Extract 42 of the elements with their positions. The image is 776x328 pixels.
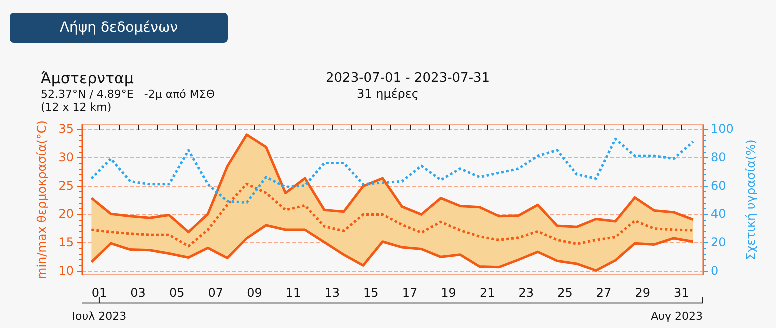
x-tick-label: 25 — [558, 286, 573, 300]
text: 31 ημέρες — [357, 87, 419, 101]
y2-tick-label: 80 — [711, 150, 726, 165]
y2-tick-label: 60 — [711, 178, 726, 193]
y2-tick-label: 100 — [711, 122, 734, 136]
x-tick-label: 11 — [286, 286, 302, 300]
x-tick-label: 29 — [635, 286, 650, 300]
x-tick-label: 19 — [441, 286, 456, 300]
y2-tick-label: 40 — [711, 207, 726, 222]
y-tick-label: 10 — [58, 264, 74, 278]
x-tick-label: 15 — [364, 286, 379, 300]
text: 2023-07-01 - 2023-07-31 — [326, 71, 490, 86]
y2-tick-label: 20 — [711, 235, 726, 250]
y-tick-label: 35 — [58, 122, 74, 136]
x-tick-label: 05 — [169, 286, 185, 300]
x-tick-label: 27 — [596, 286, 612, 300]
text: Ιουλ 2023 — [72, 310, 127, 323]
download-button: Λήψη δεδομένων — [10, 13, 228, 43]
y-axis-title: min/max θερμοκρασία(°C) — [34, 120, 49, 280]
y2-tick-label: 0 — [711, 264, 719, 278]
chart-title: Άμστερνταμ — [41, 70, 134, 88]
x-tick-label: 13 — [324, 286, 340, 300]
x-tick-label: 17 — [402, 286, 418, 300]
line-series — [90, 134, 695, 234]
y-tick-label: 25 — [58, 178, 74, 193]
y-tick-label: 30 — [58, 150, 74, 165]
chart-subtitle: 52.37°N / 4.89°E -2μ από ΜΣΘ — [41, 88, 216, 101]
x-tick-label: 23 — [518, 286, 534, 300]
x-tick-label: 01 — [92, 286, 108, 300]
line-series — [90, 224, 695, 272]
line-series — [90, 138, 695, 204]
x-tick-label: 21 — [480, 286, 496, 300]
x-tick-label: 07 — [208, 286, 224, 300]
y2-axis-title: Σχετική υγρασία(%) — [744, 140, 758, 260]
line-series — [90, 182, 695, 248]
x-tick-label: 03 — [130, 286, 146, 300]
y-tick-label: 20 — [58, 207, 74, 222]
x-tick-label: 31 — [674, 286, 690, 300]
y-tick-label: 15 — [58, 235, 74, 250]
x-tick-label: 09 — [247, 286, 262, 300]
text: Αυγ 2023 — [651, 310, 703, 323]
text: (12 x 12 km) — [41, 101, 112, 114]
